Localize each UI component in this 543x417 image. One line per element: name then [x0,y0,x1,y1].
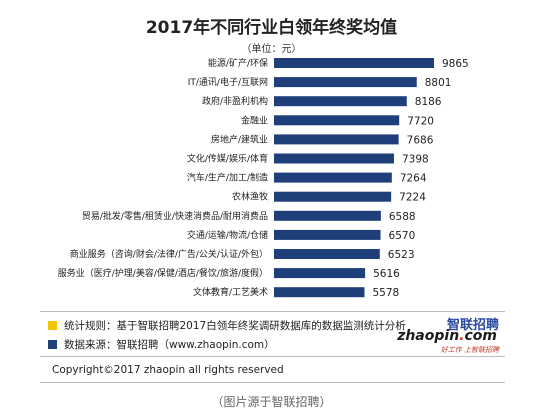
legend-swatch-blue [48,339,57,349]
value-label: 7686 [407,134,434,146]
bar [274,115,400,126]
logo-cn-text: 智联招聘 [446,318,499,333]
category-label: 农林渔牧 [232,191,268,203]
value-label: 6570 [389,230,416,242]
value-label: 7398 [402,154,429,166]
category-label: 政府/非盈利机构 [202,95,268,107]
bars-group: 能源/矿产/环保 9865 IT/通讯/电子/互联网 8801 政府/非盈利机构 8186… [58,57,469,299]
category-label: 交通/运输/物流/仓储 [187,229,268,241]
category-label: 文化/传媒/娱乐/体育 [187,153,268,165]
bar [274,229,381,240]
value-label: 8801 [425,77,452,89]
category-label: 服务业（医疗/护理/美容/保健/酒店/餐饮/旅游/度假） [58,267,268,279]
value-label: 5578 [372,287,399,299]
logo-en-dot: . [459,328,465,344]
bar [274,287,365,298]
chart-title: 2017年不同行业白领年终奖均值 [145,18,398,38]
category-label: 文体教育/工艺美术 [193,286,268,298]
legend-text-rule: 统计规则：基于智联招聘2017白领年终奖调研数据库的数据监测统计分析 [64,319,406,332]
value-label: 7224 [399,192,426,204]
category-label: IT/通讯/电子/互联网 [188,76,268,88]
value-label: 7720 [407,115,434,127]
bar [274,96,407,107]
bar [274,210,381,221]
value-label: 7264 [400,173,427,185]
bar [274,268,366,279]
bar [274,153,394,164]
divider [40,382,505,383]
value-label: 8186 [415,96,442,108]
logo-en-tld: com [464,328,497,344]
legend-item-source: 数据来源：智联招聘（www.zhaopin.com） [48,336,275,352]
category-label: 商业服务（咨询/财会/法律/广告/公关/认证/外包） [70,248,268,260]
bar [274,191,392,202]
bar-chart: 能源/矿产/环保 9865 IT/通讯/电子/互联网 8801 政府/非盈利机构 8186… [58,57,469,299]
category-label: 贸易/批发/零售/租赁业/快速消费品/耐用消费品 [82,210,268,222]
legend-item-rule: 统计规则：基于智联招聘2017白领年终奖调研数据库的数据监测统计分析 [48,317,406,333]
copyright-text: Copyright©2017 zhaopin all rights reserv… [52,364,284,376]
value-label: 6588 [389,211,416,223]
value-label: 9865 [442,58,469,70]
legend-box: 统计规则：基于智联招聘2017白领年终奖调研数据库的数据监测统计分析 数据来源：… [40,311,505,357]
zhaopin-logo: 智联招聘 zhaopin.com 好工作 上智联招聘 [397,314,499,354]
logo-slogan: 好工作 上智联招聘 [440,346,499,354]
chart-unit: （单位：元） [241,44,302,55]
bar [274,172,392,183]
logo-en-text: zhaopin.com [397,328,497,344]
bar [274,58,434,68]
image-caption: （图片源于智联招聘） [211,395,332,409]
legend-swatch-yellow [48,320,57,330]
legend-text-source: 数据来源：智联招聘（www.zhaopin.com） [64,338,275,351]
value-label: 5616 [373,268,400,280]
bar [274,77,417,88]
category-label: 房地产/建筑业 [211,133,268,145]
category-label: 汽车/生产/加工/制造 [187,172,268,184]
category-label: 金融业 [241,114,268,126]
category-label: 能源/矿产/环保 [208,57,268,69]
value-label: 6523 [388,249,415,261]
logo-en-main: zhaopin [397,328,460,344]
bar [274,249,380,259]
bar [274,134,399,145]
